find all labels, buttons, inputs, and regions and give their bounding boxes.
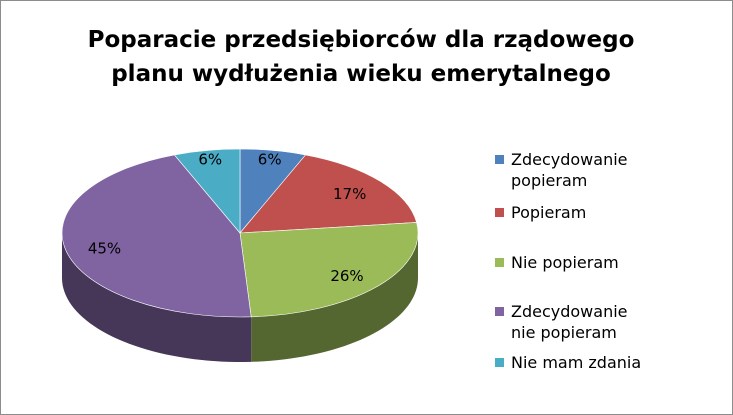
pie-side-nie-popieram [251, 233, 418, 362]
pie-depth [62, 233, 418, 362]
pie-top [61, 148, 419, 318]
chart-title-line-1: Poparacie przedsiębiorców dla rządowego [87, 27, 635, 53]
legend-swatch [495, 258, 504, 267]
chart-title-line-2: planu wydłużenia wieku emerytalnego [111, 61, 611, 87]
legend-label: Popieram [511, 203, 587, 222]
data-label-zdecydowanie-popieram: 6% [258, 151, 282, 169]
pie-slice-nie-mam-zdania [173, 148, 241, 234]
chart-title: Poparacie przedsiębiorców dla rządowego … [61, 23, 661, 91]
legend-label: Nie popieram [511, 253, 619, 272]
data-label-nie-popieram: 26% [330, 267, 363, 285]
legend-swatch [495, 208, 504, 217]
data-label-nie-mam-zdania: 6% [198, 151, 222, 169]
legend-label: Zdecydowanie nie popieram [511, 302, 628, 342]
pie-slice-popieram [239, 154, 417, 234]
pie-side-zdecydowanie-nie-popieram [62, 233, 252, 362]
legend-label: Zdecydowanie popieram [511, 150, 628, 190]
legend-swatch [495, 155, 504, 164]
data-label-zdecydowanie-nie-popieram: 45% [88, 239, 121, 257]
legend-swatch [495, 358, 504, 367]
pie-slice-zdecydowanie-nie-popieram [61, 154, 252, 318]
pie-data-labels: 6% 17% 26% 45% 6% [88, 151, 367, 285]
legend-label: Nie mam zdania [511, 353, 642, 372]
legend-swatch [495, 307, 504, 316]
pie-slice-nie-popieram [239, 222, 419, 318]
data-label-popieram: 17% [333, 185, 366, 203]
